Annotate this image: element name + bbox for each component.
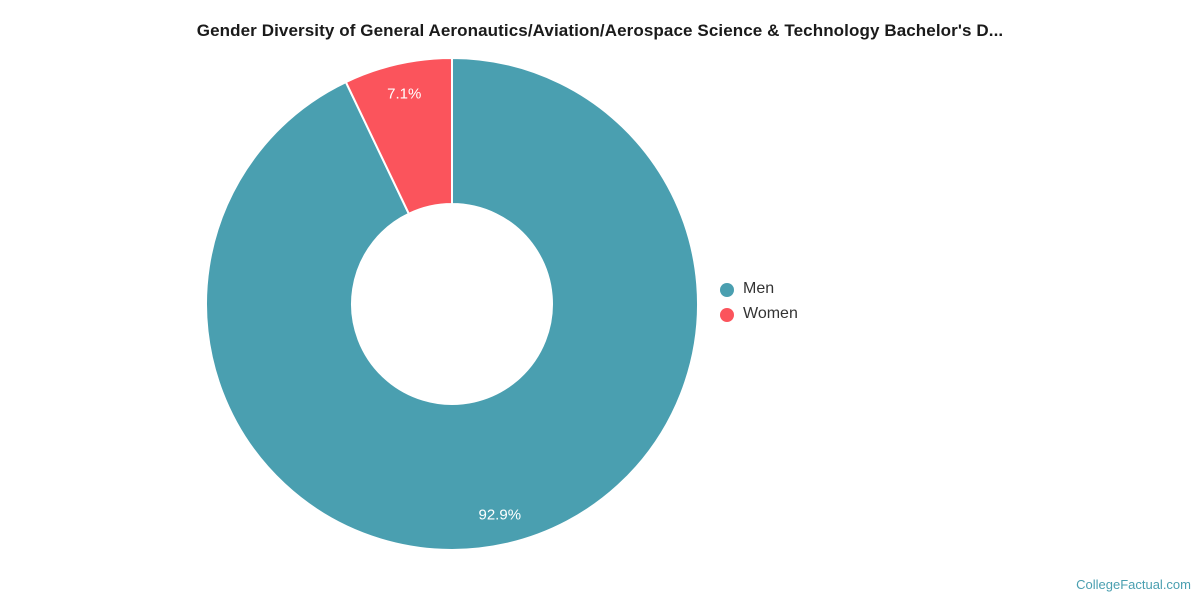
legend-marker-men-icon (720, 282, 734, 297)
legend-label-women: Women (743, 305, 798, 322)
watermark-link[interactable]: CollegeFactual.com (1076, 577, 1191, 592)
legend-marker-women-icon (720, 307, 734, 322)
legend-item-men[interactable]: Men (720, 277, 798, 302)
chart-title: Gender Diversity of General Aeronautics/… (196, 21, 1004, 40)
pie-slice-women[interactable] (344, 57, 453, 215)
legend-label-men: Men (743, 280, 775, 297)
legend: Men Women (720, 277, 798, 327)
pie-slice-men[interactable] (205, 57, 699, 551)
legend-item-women[interactable]: Women (720, 302, 798, 327)
